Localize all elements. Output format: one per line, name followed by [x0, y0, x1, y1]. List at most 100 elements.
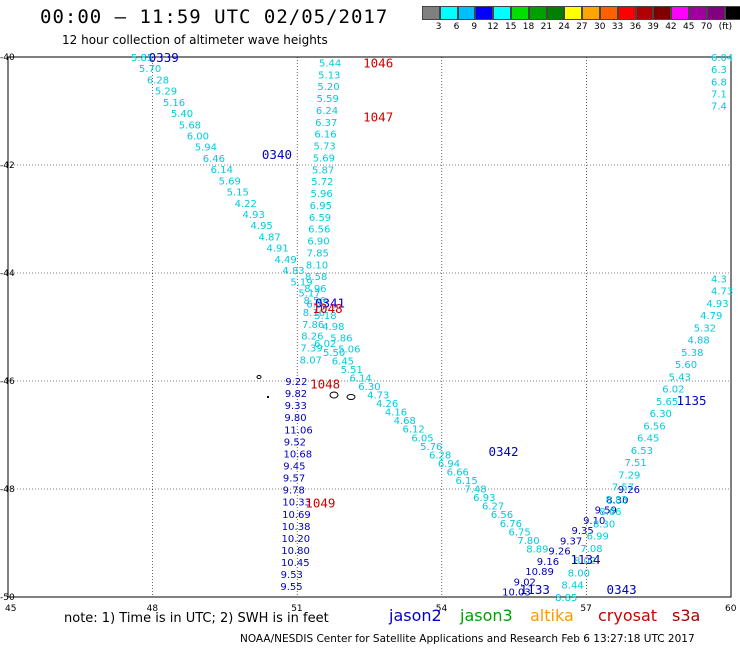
islands: [256, 375, 356, 400]
wave-height-value: 10.68: [283, 449, 312, 460]
wave-height-value: 7.1: [711, 89, 727, 100]
wave-height-value: 5.06: [338, 345, 360, 356]
track-0341: 6.025.506.455.516.146.304.734.264.164.68…: [314, 339, 548, 555]
wave-height-value: 6.45: [332, 356, 354, 367]
satellite-name-jason3: jason3: [460, 606, 513, 625]
wave-height-value: 9.26: [618, 485, 640, 496]
wave-height-value: 6.30: [358, 382, 380, 393]
pass-time-label: 1133: [520, 582, 550, 597]
wave-height-value: 9.37: [560, 536, 582, 547]
wave-height-value: 4.93: [243, 210, 265, 221]
x-tick-label: 60: [725, 604, 737, 614]
wave-height-value: 4.93: [706, 299, 728, 310]
wave-height-value: 10.38: [282, 522, 311, 533]
legend-tick-label: (ft): [718, 22, 733, 32]
pass-time-label: 0340: [262, 147, 292, 162]
legend-color-box: [475, 6, 494, 20]
wave-height-value: 8.07: [300, 355, 322, 366]
wave-height-value: 4.73: [711, 287, 733, 298]
legend-tick-label: 33: [611, 22, 624, 32]
wave-height-value: 10.45: [281, 558, 310, 569]
x-tick-label: 45: [5, 604, 16, 614]
legend-tick-label: 9: [471, 22, 478, 32]
wave-height-value: 7.57: [612, 483, 634, 494]
wave-height-value: 4.73: [367, 391, 389, 402]
wave-height-value: 9.26: [548, 547, 570, 558]
legend-color-box: [671, 6, 689, 20]
wave-height-value: 4.49: [274, 255, 296, 266]
wave-height-value: 8.30: [593, 519, 615, 530]
wave-height-value: 10.03: [502, 588, 531, 599]
wave-height-value: 6.00: [187, 132, 209, 143]
legend-tick-label: 18: [522, 22, 535, 32]
legend-color-box: [599, 6, 618, 20]
y-tick-label: -50: [0, 593, 15, 603]
legend-color-box: [546, 6, 565, 20]
wave-height-value: 8.56: [304, 296, 326, 307]
pass-time-label: 1049: [305, 496, 335, 511]
legend-color-box: [439, 6, 458, 20]
pass-time-label: 1048: [313, 301, 343, 316]
wave-height-value: 5.20: [317, 82, 339, 93]
wave-height-value: 5.29: [155, 87, 177, 98]
note-text: note: 1) Time is in UTC; 2) SWH is in fe…: [64, 611, 329, 626]
legend-tick-label: 12: [487, 22, 499, 32]
legend-tick-label: 42: [665, 22, 677, 32]
wave-height-value: 4.68: [394, 416, 416, 427]
wave-height-value: 9.02: [514, 577, 536, 588]
wave-height-value: 5.18: [314, 311, 336, 322]
wave-height-value: 6.75: [509, 527, 531, 538]
wave-height-value: 6.95: [310, 201, 332, 212]
island-outline: [329, 391, 339, 399]
wave-height-value: 9.10: [583, 516, 605, 527]
wave-height-value: 7.85: [307, 248, 329, 259]
pass-time-label: 0343: [607, 582, 637, 597]
wave-height-value: 8.26: [301, 332, 323, 343]
wave-height-value: 5.15: [227, 188, 249, 199]
wave-height-value: 8.58: [305, 272, 327, 283]
legend-tick-label: 27: [576, 22, 588, 32]
wave-height-value: 6.15: [456, 476, 478, 487]
legend-color-box: [528, 6, 547, 20]
footer-credit: NOAA/NESDIS Center for Satellite Applica…: [240, 633, 695, 645]
satellite-tracks: 5.855.706.285.295.165.405.686.005.946.46…: [131, 53, 733, 604]
x-tick-label: 51: [291, 604, 302, 614]
wave-height-value: 4.98: [322, 322, 344, 333]
wave-height-value: 5.38: [681, 348, 703, 359]
wave-height-value: 6.04: [711, 53, 733, 64]
track-0339: 5.855.706.285.295.165.405.686.005.946.46…: [131, 53, 361, 356]
wave-height-value: 5.68: [179, 120, 201, 131]
wave-height-value: 4.87: [259, 232, 281, 243]
wave-height-value: 6.37: [315, 118, 337, 129]
wave-height-value: 8.30: [606, 495, 628, 506]
legend-tick-label: 30: [594, 22, 606, 32]
wave-height-value: 9.57: [283, 474, 305, 485]
wave-height-value: 8.66: [599, 507, 621, 518]
map-frame: [7, 56, 732, 598]
wave-height-value: 6.14: [211, 165, 233, 176]
pass-time-label: 1135: [676, 393, 706, 408]
wave-height-value: 6.59: [309, 213, 331, 224]
wave-height-value: 7.86: [302, 320, 324, 331]
wave-height-value: 10.20: [282, 534, 311, 545]
island-outline: [256, 375, 262, 379]
wave-height-value: 9.59: [595, 506, 617, 517]
pass-time-label: 1134: [570, 552, 600, 567]
wave-height-value: 6.3: [711, 65, 727, 76]
legend-color-box: [724, 6, 740, 20]
wave-height-value: 6.28: [147, 75, 169, 86]
wave-height-value: 5.50: [323, 348, 345, 359]
y-tick-label: -48: [0, 485, 15, 495]
wave-height-value: 8.02: [574, 556, 596, 567]
track-1046: 5.445.135.205.596.246.376.165.735.695.87…: [300, 58, 342, 366]
track-1048: 9.229.829.339.8011.069.5210.689.459.579.…: [280, 377, 312, 593]
wave-height-value: 6.30: [650, 409, 672, 420]
wave-height-value: 7.29: [618, 470, 640, 481]
pass-labels: 0339 0340 0341 0342 0343 1046 1047 1048 1048 1049…: [149, 50, 707, 597]
wave-height-value: 6.02: [662, 385, 684, 396]
wave-height-value: 6.12: [402, 425, 424, 436]
wave-height-value: 9.45: [283, 461, 305, 472]
legend-color-box: [564, 6, 583, 20]
wave-height-value: 6.56: [308, 225, 330, 236]
